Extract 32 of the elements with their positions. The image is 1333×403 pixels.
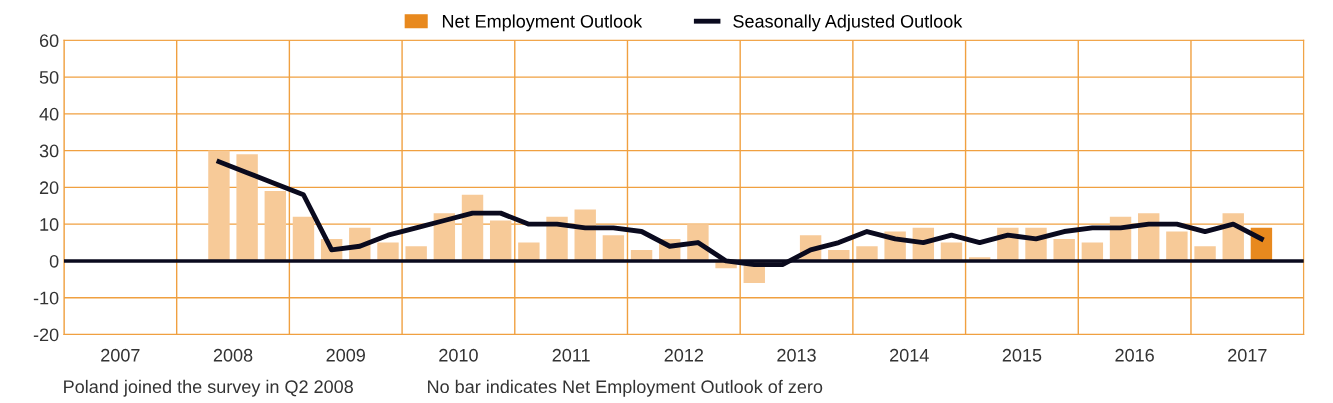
bar <box>208 150 230 261</box>
y-tick-label: -10 <box>33 291 59 305</box>
x-tick-label: 2009 <box>326 348 365 362</box>
bar <box>1053 238 1075 261</box>
y-tick-label: 50 <box>39 71 59 84</box>
x-tick-label: 2012 <box>664 348 704 362</box>
y-tick-label: 10 <box>40 218 59 231</box>
x-tick-label: 2013 <box>777 348 816 362</box>
bar <box>236 154 258 261</box>
y-tick-label: 20 <box>39 181 59 195</box>
legend-label: Net Employment Outlook <box>442 14 643 32</box>
x-tick-label: 2007 <box>101 348 140 362</box>
text: No bar indicates Net Employment Outlook of zero <box>428 379 823 397</box>
x-tick-label: 2011 <box>552 348 590 362</box>
y-tick-label: -20 <box>33 328 59 342</box>
y-tick-label: 30 <box>39 144 59 158</box>
bar <box>489 220 512 261</box>
bar <box>292 216 315 261</box>
y-tick-label: 40 <box>39 107 59 121</box>
x-tick-label: 2014 <box>890 348 929 362</box>
legend-label: Seasonally Adjusted Outlook <box>733 14 963 32</box>
y-tick-label: 60 <box>39 34 59 48</box>
bar <box>264 191 286 261</box>
y-tick-label: 0 <box>49 254 59 268</box>
bar <box>1166 231 1188 261</box>
bar <box>602 235 625 261</box>
x-tick-label: 2017 <box>1228 348 1267 362</box>
x-tick-label: 2016 <box>1115 348 1154 362</box>
x-tick-label: 2015 <box>1002 348 1042 362</box>
x-tick-label: 2008 <box>213 348 253 362</box>
text: Poland joined the survey in Q2 2008 <box>64 379 353 397</box>
x-tick-label: 2010 <box>439 348 478 362</box>
